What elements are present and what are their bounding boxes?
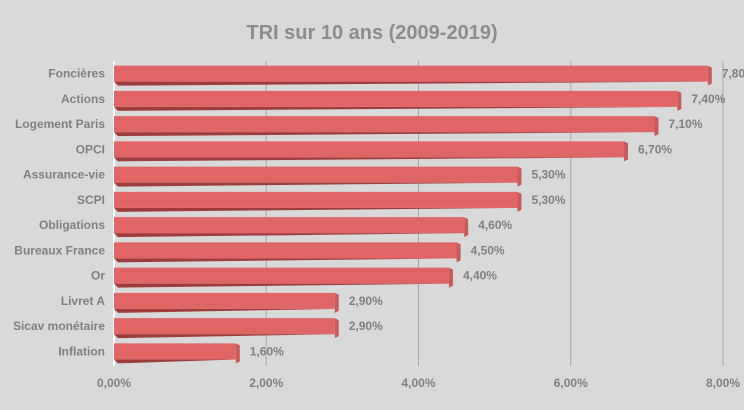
bar-front-face	[114, 191, 518, 208]
bar-bottom-face	[114, 334, 339, 339]
bar-end-face	[654, 116, 659, 137]
x-tick-label: 2,00%	[249, 376, 283, 390]
bar	[114, 242, 461, 263]
category-label: Obligations	[39, 218, 105, 232]
bar-end-face	[624, 141, 629, 162]
bar-end-face	[235, 343, 240, 364]
bar-bottom-face	[114, 157, 629, 162]
bar-end-face	[334, 292, 339, 313]
bar-front-face	[114, 65, 708, 82]
category-label: Sicav monétaire	[13, 319, 105, 333]
x-axis-ticks: 0,00% 2,00% 4,00% 6,00% 8,00%	[97, 376, 740, 390]
value-label: 4,40%	[463, 269, 497, 283]
bar-front-face	[114, 116, 655, 133]
bar-end-face	[448, 267, 453, 288]
bar-front-face	[114, 343, 236, 360]
bar-bottom-face	[114, 106, 682, 111]
bar-end-face	[677, 90, 682, 111]
bar	[114, 141, 629, 162]
bar-end-face	[334, 318, 339, 339]
bar-front-face	[114, 141, 625, 158]
value-label: 7,40%	[691, 92, 725, 106]
bar-bottom-face	[114, 233, 469, 238]
value-label: 4,60%	[478, 218, 512, 232]
category-label: Foncières	[48, 67, 105, 81]
x-tick-label: 8,00%	[706, 376, 740, 390]
category-label: Or	[91, 269, 105, 283]
bar-end-face	[707, 65, 712, 86]
value-label: 7,10%	[668, 117, 702, 131]
bar-front-face	[114, 267, 449, 284]
bar-end-face	[517, 191, 522, 212]
bar	[114, 267, 453, 288]
bar-bottom-face	[114, 308, 339, 313]
bar-bottom-face	[114, 81, 712, 86]
x-tick-label: 6,00%	[554, 376, 588, 390]
gridlines	[113, 61, 724, 366]
category-labels: Foncières Actions Logement Paris OPCI Assura…	[13, 67, 105, 359]
category-label: Actions	[61, 92, 105, 106]
bar-bottom-face	[114, 359, 240, 364]
bar	[114, 90, 682, 111]
value-labels: 7,80% 7,40% 7,10% 6,70% 5,30% 5,30% 4,60% 4,50%…	[250, 67, 744, 359]
bar	[114, 318, 339, 339]
value-label: 7,80%	[722, 67, 744, 81]
value-label: 5,30%	[531, 168, 565, 182]
bar-bottom-face	[114, 132, 659, 137]
category-label: Assurance-vie	[23, 168, 105, 182]
bar-front-face	[114, 318, 335, 335]
bar-end-face	[464, 217, 469, 238]
bar-bottom-face	[114, 258, 461, 263]
category-label: Logement Paris	[15, 117, 105, 131]
bar-bottom-face	[114, 283, 453, 288]
value-label: 2,90%	[349, 294, 383, 308]
bar-bottom-face	[114, 182, 522, 187]
bar	[114, 65, 712, 86]
category-label: Bureaux France	[14, 243, 105, 257]
value-label: 5,30%	[531, 193, 565, 207]
category-label: Inflation	[58, 344, 105, 358]
bar-front-face	[114, 90, 678, 107]
bar	[114, 116, 659, 137]
category-label: Livret A	[61, 294, 106, 308]
bar-end-face	[456, 242, 461, 263]
x-tick-label: 4,00%	[401, 376, 435, 390]
value-label: 4,50%	[471, 243, 505, 257]
bar-front-face	[114, 242, 457, 259]
bar	[114, 217, 469, 238]
bar-front-face	[114, 166, 518, 183]
bar-front-face	[114, 217, 465, 234]
bar	[114, 191, 522, 212]
value-label: 1,60%	[250, 344, 284, 358]
bar-bottom-face	[114, 207, 522, 212]
bars-group	[114, 65, 712, 364]
category-label: OPCI	[76, 142, 105, 156]
value-label: 6,70%	[638, 142, 672, 156]
bar-front-face	[114, 292, 335, 309]
bar	[114, 166, 522, 187]
bar-end-face	[517, 166, 522, 187]
value-label: 2,90%	[349, 319, 383, 333]
bar	[114, 292, 339, 313]
chart-title: TRI sur 10 ans (2009-2019)	[246, 22, 497, 44]
x-tick-label: 0,00%	[97, 376, 131, 390]
bar	[114, 343, 240, 364]
category-label: SCPI	[77, 193, 105, 207]
